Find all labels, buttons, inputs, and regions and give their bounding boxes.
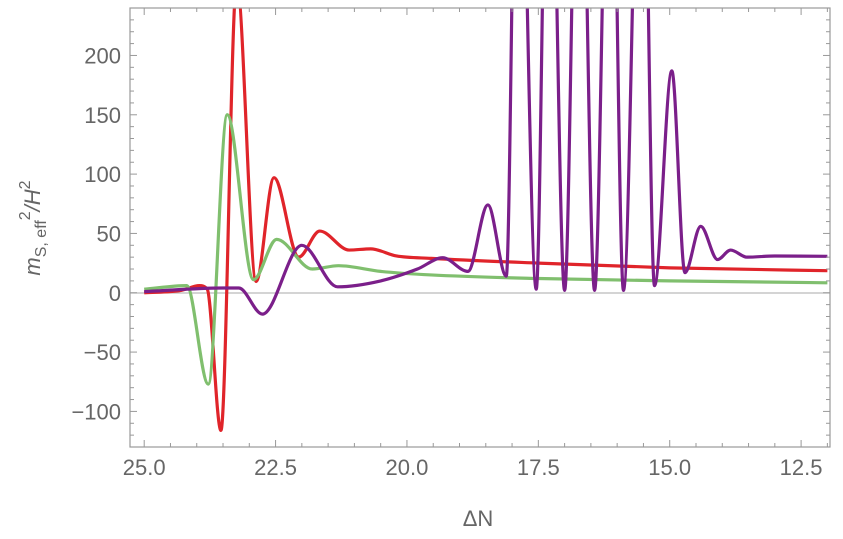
x-tick-label: 17.5 xyxy=(517,455,560,480)
x-tick-label: 22.5 xyxy=(254,455,297,480)
x-tick-label: 12.5 xyxy=(780,455,823,480)
series-line-3 xyxy=(144,8,828,316)
y-tick-label: 200 xyxy=(84,43,121,68)
series-line-2 xyxy=(144,113,828,386)
x-tick-label: 20.0 xyxy=(386,455,429,480)
series-group xyxy=(144,8,828,432)
y-axis-label: mS, eff2/H2 xyxy=(17,180,50,275)
x-tick-label: 15.0 xyxy=(648,455,691,480)
x-axis-label: ΔN xyxy=(463,506,494,531)
y-tick-label: 0 xyxy=(109,281,121,306)
y-tick-label: −50 xyxy=(84,340,121,365)
y-tick-label: 150 xyxy=(84,103,121,128)
plot-frame xyxy=(129,7,831,448)
series-line-1 xyxy=(144,8,828,432)
ticks: 25.0 22.5 20.0 17.5 15.0 12.5 −100 −50 0 50 100 150… xyxy=(71,7,830,480)
x-tick-label: 25.0 xyxy=(123,455,166,480)
y-tick-label: −100 xyxy=(71,399,121,424)
y-tick-label: 100 xyxy=(84,162,121,187)
y-tick-label: 50 xyxy=(97,221,121,246)
